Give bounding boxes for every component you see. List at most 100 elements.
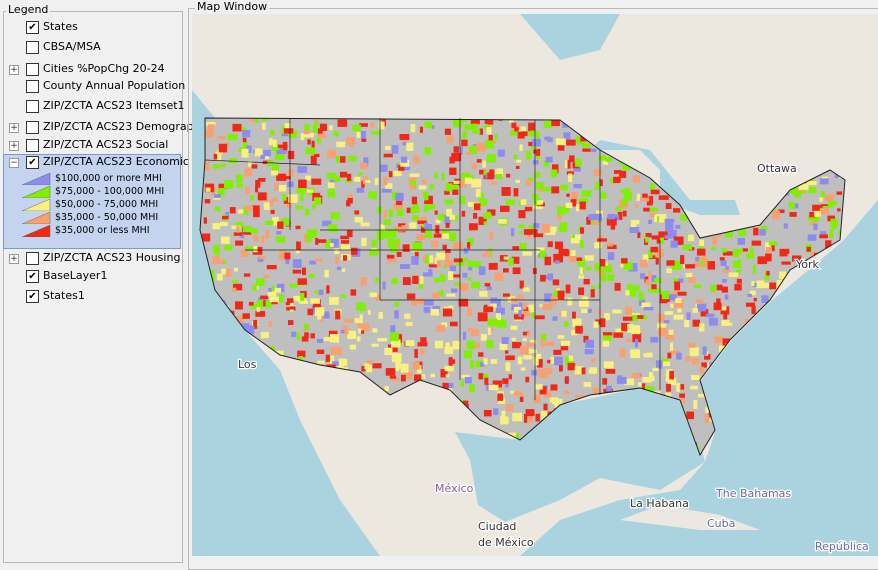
zip-area [603,388,613,394]
layer-checkbox[interactable] [26,80,39,93]
layer-checkbox[interactable]: ✔ [26,270,39,283]
zip-area [713,302,722,311]
zip-area [270,346,276,351]
zip-area [344,318,354,323]
zip-area [680,214,688,221]
layer-row[interactable]: ✔ BaseLayer1 [3,269,181,285]
zip-area [592,387,599,395]
zip-area [635,285,640,291]
zip-area [553,253,564,263]
zip-area [628,263,638,272]
expand-toggle[interactable]: + [9,141,19,151]
zip-area [242,129,251,138]
zip-area [836,191,843,195]
layer-checkbox[interactable] [26,100,39,113]
zip-area [615,328,625,337]
layer-row[interactable]: CBSA/MSA [3,40,181,56]
zip-area [297,166,308,173]
zip-area [284,123,291,129]
zip-area [342,255,348,261]
zip-area [765,242,772,252]
expand-toggle[interactable]: − [9,158,19,168]
zip-area [677,308,682,313]
layer-checkbox[interactable]: ✔ [26,290,39,303]
zip-area [692,308,698,313]
layer-checkbox[interactable]: ✔ [26,21,39,34]
zip-area [310,298,320,304]
zip-area [444,346,454,355]
zip-area [263,274,270,278]
zip-area [599,318,606,328]
layer-row[interactable]: + ZIP/ZCTA ACS23 Demographi [3,120,204,136]
expand-toggle[interactable]: + [9,254,19,264]
zip-area [269,296,279,303]
expand-toggle[interactable]: + [9,123,19,133]
zip-area [221,268,226,275]
zip-area [648,271,652,277]
layer-row[interactable]: ZIP/ZCTA ACS23 Itemset1 [3,99,185,115]
zip-area [501,187,511,196]
zip-area [627,324,634,333]
layer-checkbox[interactable] [26,139,39,152]
zip-area [417,342,428,347]
layer-row[interactable]: + ZIP/ZCTA ACS23 Housing [3,251,181,267]
zip-area [440,274,446,282]
zip-area [693,284,702,288]
zip-area [705,407,710,413]
zip-area [252,284,257,291]
zip-area [316,137,321,144]
zip-area [257,192,267,201]
zip-area [390,325,396,335]
zip-area [610,223,616,230]
layer-checkbox[interactable] [26,41,39,54]
zip-area [383,153,393,158]
layer-checkbox[interactable] [26,63,39,76]
layer-row[interactable]: ✔ States [3,20,181,36]
map-canvas[interactable]: Ottawa York Los México La Habana The Bahamas C… [192,14,878,556]
zip-area [477,312,488,322]
zip-area [430,308,440,316]
layer-row[interactable]: County Annual Population [3,79,185,95]
zip-area [488,134,493,141]
zip-area [328,125,333,131]
layer-checkbox[interactable]: ✔ [26,156,39,169]
zip-area [255,187,259,193]
zip-area [752,264,757,274]
zip-area [629,285,638,290]
zip-area [553,349,562,355]
zip-area [540,339,545,348]
zip-area [273,287,282,293]
zip-area [487,118,494,125]
zip-area [360,131,366,139]
layer-row[interactable]: ✔ States1 [3,289,181,305]
layer-row[interactable]: + ZIP/ZCTA ACS23 Social [3,138,181,154]
zip-area [483,358,488,365]
zip-area [274,182,279,191]
zip-area [769,282,776,290]
zip-area [315,237,319,245]
zip-area [539,250,546,259]
layer-checkbox[interactable] [26,121,39,134]
gulf-of-mexico [455,388,705,522]
zip-area [571,234,575,238]
zip-area [566,139,576,146]
layer-checkbox[interactable] [26,252,39,265]
zip-area [298,356,304,363]
layer-row[interactable]: + Cities %PopChg 20-24 [3,62,181,78]
zip-area [542,223,551,233]
zip-area [505,355,515,361]
layer-row[interactable]: − ✔ ZIP/ZCTA ACS23 Economic [3,155,189,171]
zip-area [476,159,482,163]
zip-area [270,209,275,214]
zip-area [363,157,369,167]
zip-area [233,232,243,236]
zip-area [674,281,681,291]
zip-area [391,278,398,284]
zip-area [789,187,798,194]
zip-area [542,304,550,310]
zip-area [356,302,366,312]
zip-area [483,221,487,226]
zip-area [739,248,743,254]
expand-toggle[interactable]: + [9,65,19,75]
zip-area [486,286,492,291]
